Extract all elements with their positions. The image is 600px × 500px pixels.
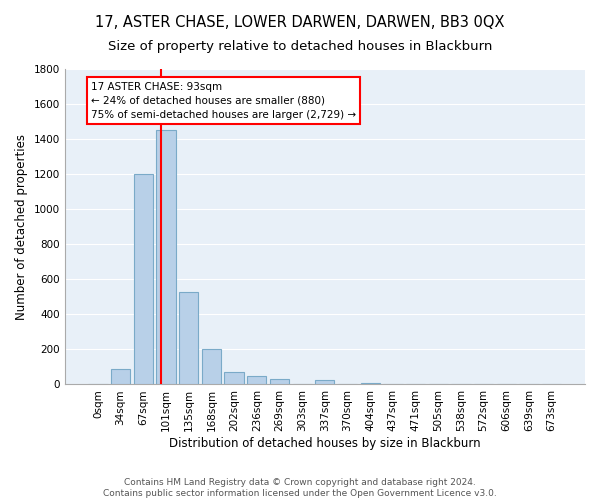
Bar bbox=[270, 379, 289, 384]
Text: 17 ASTER CHASE: 93sqm
← 24% of detached houses are smaller (880)
75% of semi-det: 17 ASTER CHASE: 93sqm ← 24% of detached … bbox=[91, 82, 356, 120]
Y-axis label: Number of detached properties: Number of detached properties bbox=[15, 134, 28, 320]
X-axis label: Distribution of detached houses by size in Blackburn: Distribution of detached houses by size … bbox=[169, 437, 481, 450]
Bar bbox=[224, 372, 244, 384]
Bar bbox=[179, 292, 199, 384]
Bar bbox=[134, 174, 153, 384]
Text: 17, ASTER CHASE, LOWER DARWEN, DARWEN, BB3 0QX: 17, ASTER CHASE, LOWER DARWEN, DARWEN, B… bbox=[95, 15, 505, 30]
Bar bbox=[111, 368, 130, 384]
Bar bbox=[247, 376, 266, 384]
Bar bbox=[361, 382, 380, 384]
Bar bbox=[202, 348, 221, 384]
Bar bbox=[315, 380, 334, 384]
Bar bbox=[157, 130, 176, 384]
Text: Contains HM Land Registry data © Crown copyright and database right 2024.
Contai: Contains HM Land Registry data © Crown c… bbox=[103, 478, 497, 498]
Text: Size of property relative to detached houses in Blackburn: Size of property relative to detached ho… bbox=[108, 40, 492, 53]
